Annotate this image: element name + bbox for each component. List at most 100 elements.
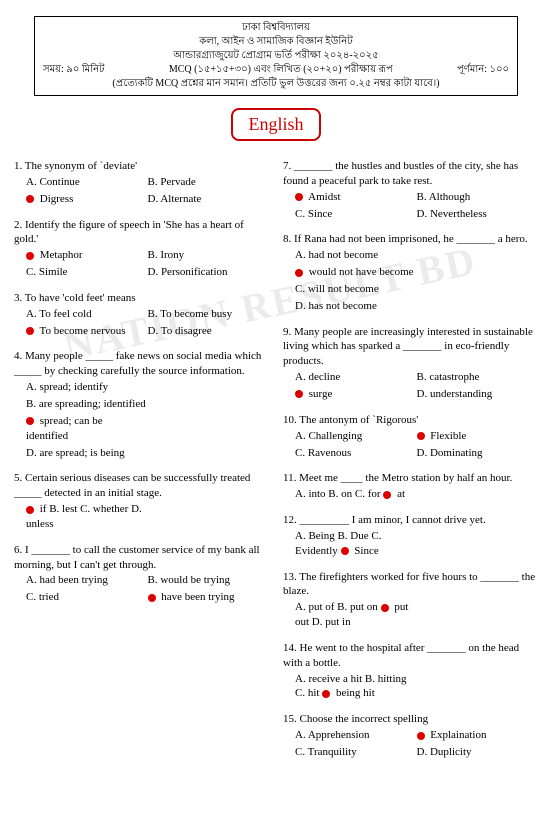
option: C. Ravenous	[295, 445, 417, 462]
option: A. put of B. put on put out D. put in	[295, 599, 417, 631]
question: 10. The antonym of `Rigorous'A. Challeng…	[283, 413, 538, 462]
question-columns: 1. The synonym of `deviate'A. ContinueB.…	[14, 159, 538, 771]
option: A. had not become	[295, 247, 417, 264]
option: have been trying	[148, 589, 270, 606]
right-column: 7. _______ the hustles and bustles of th…	[283, 159, 538, 771]
question: 5. Certain serious diseases can be succe…	[14, 471, 269, 532]
question: 2. Identify the figure of speech in 'She…	[14, 218, 269, 281]
question-options: MetaphorB. IronyC. SimileD. Personificat…	[26, 247, 269, 281]
option: A. decline	[295, 369, 417, 386]
option: Metaphor	[26, 247, 148, 264]
question-options: AmidstB. AlthoughC. SinceD. Nevertheless	[295, 189, 538, 223]
option	[148, 379, 270, 396]
question: 11. Meet me ____ the Metro station by ha…	[283, 471, 538, 503]
option: Digress	[26, 191, 148, 208]
header-marks: পূর্ণমান: ১০০	[457, 63, 509, 77]
header-line-5: (প্রত্যেকটি MCQ প্রশ্নের মান সমান। প্রতি…	[43, 77, 509, 91]
option: A. spread; identify	[26, 379, 148, 396]
option: if B. lest C. whether D. unless	[26, 501, 148, 533]
option	[417, 264, 539, 281]
question-text: 5. Certain serious diseases can be succe…	[14, 471, 269, 501]
question-options: A. had not become would not have becomeC…	[295, 247, 538, 314]
question-options: A. declineB. catastrophe surgeD. underst…	[295, 369, 538, 403]
question-options: A. Challenging FlexibleC. RavenousD. Dom…	[295, 428, 538, 462]
header-line-3: আন্ডারগ্র্যাজুয়েট প্রোগ্রাম ভর্তি পরীক্…	[43, 49, 509, 63]
option: A. receive a hit B. hitting C. hit being…	[295, 671, 417, 703]
option: D. Alternate	[148, 191, 270, 208]
option: B. Although	[417, 189, 539, 206]
option: B. To become busy	[148, 306, 270, 323]
question-options: A. To feel coldB. To become busy To beco…	[26, 306, 269, 340]
option: D. Personification	[148, 264, 270, 281]
question-text: 13. The firefighters worked for five hou…	[283, 570, 538, 600]
question: 9. Many people are increasingly interest…	[283, 325, 538, 403]
question: 6. I _______ to call the customer servic…	[14, 543, 269, 606]
question: 8. If Rana had not been imprisoned, he _…	[283, 232, 538, 314]
option: B. Pervade	[148, 174, 270, 191]
option: D. Duplicity	[417, 744, 539, 761]
option: D. Dominating	[417, 445, 539, 462]
option	[417, 298, 539, 315]
option: C. will not become	[295, 281, 417, 298]
option: A. Being B. Due C. Evidently Since	[295, 528, 417, 560]
exam-header: ঢাকা বিশ্ববিদ্যালয় কলা, আইন ও সামাজিক ব…	[34, 16, 518, 96]
question-options: A. had been tryingB. would be tryingC. t…	[26, 572, 269, 606]
option	[417, 486, 539, 503]
question-text: 15. Choose the incorrect spelling	[283, 712, 538, 727]
question: 3. To have 'cold feet' meansA. To feel c…	[14, 291, 269, 340]
option: D. has not become	[295, 298, 417, 315]
option: would not have become	[295, 264, 417, 281]
option	[417, 247, 539, 264]
question-options: A. put of B. put on put out D. put in	[295, 599, 538, 631]
option	[417, 281, 539, 298]
option: Flexible	[417, 428, 539, 445]
option: A. To feel cold	[26, 306, 148, 323]
question-options: A. into B. on C. for at	[295, 486, 538, 503]
question-text: 14. He went to the hospital after ______…	[283, 641, 538, 671]
option	[148, 445, 270, 462]
question: 14. He went to the hospital after ______…	[283, 641, 538, 702]
option: A. Apprehension	[295, 727, 417, 744]
option	[148, 396, 270, 413]
option: B. catastrophe	[417, 369, 539, 386]
option: D. understanding	[417, 386, 539, 403]
question-text: 11. Meet me ____ the Metro station by ha…	[283, 471, 538, 486]
question: 7. _______ the hustles and bustles of th…	[283, 159, 538, 222]
question-text: 7. _______ the hustles and bustles of th…	[283, 159, 538, 189]
option: B. would be trying	[148, 572, 270, 589]
question-options: A. spread; identifyB. are spreading; ide…	[26, 379, 269, 461]
header-line-2: কলা, আইন ও সামাজিক বিজ্ঞান ইউনিট	[43, 35, 509, 49]
question: 1. The synonym of `deviate'A. ContinueB.…	[14, 159, 269, 208]
option	[148, 501, 270, 533]
header-time: সময়: ৯০ মিনিট	[43, 63, 105, 77]
question-text: 1. The synonym of `deviate'	[14, 159, 269, 174]
option: surge	[295, 386, 417, 403]
header-line-1: ঢাকা বিশ্ববিদ্যালয়	[43, 21, 509, 35]
option: D. To disagree	[148, 323, 270, 340]
question-text: 10. The antonym of `Rigorous'	[283, 413, 538, 428]
option: B. are spreading; identified	[26, 396, 148, 413]
option	[417, 599, 539, 631]
question-options: A. Being B. Due C. Evidently Since	[295, 528, 538, 560]
option: C. Tranquility	[295, 744, 417, 761]
question-text: 8. If Rana had not been imprisoned, he _…	[283, 232, 538, 247]
option: A. had been trying	[26, 572, 148, 589]
question-text: 3. To have 'cold feet' means	[14, 291, 269, 306]
question: 15. Choose the incorrect spellingA. Appr…	[283, 712, 538, 761]
option	[148, 413, 270, 445]
header-mid: MCQ (১৫+১৫+৩০) এবং লিখিত (২০+২০) পরীক্ষা…	[169, 63, 393, 77]
option: D. are spread; is being	[26, 445, 148, 462]
option: D. Nevertheless	[417, 206, 539, 223]
option	[417, 528, 539, 560]
question-options: if B. lest C. whether D. unless	[26, 501, 269, 533]
subject-badge: English	[231, 108, 321, 141]
option: C. Simile	[26, 264, 148, 281]
option: C. Since	[295, 206, 417, 223]
option: A. into B. on C. for at	[295, 486, 417, 503]
option: Amidst	[295, 189, 417, 206]
option: To become nervous	[26, 323, 148, 340]
question: 12. _________ I am minor, I cannot drive…	[283, 513, 538, 560]
option: Explaination	[417, 727, 539, 744]
question-text: 2. Identify the figure of speech in 'She…	[14, 218, 269, 248]
question-text: 4. Many people _____ fake news on social…	[14, 349, 269, 379]
